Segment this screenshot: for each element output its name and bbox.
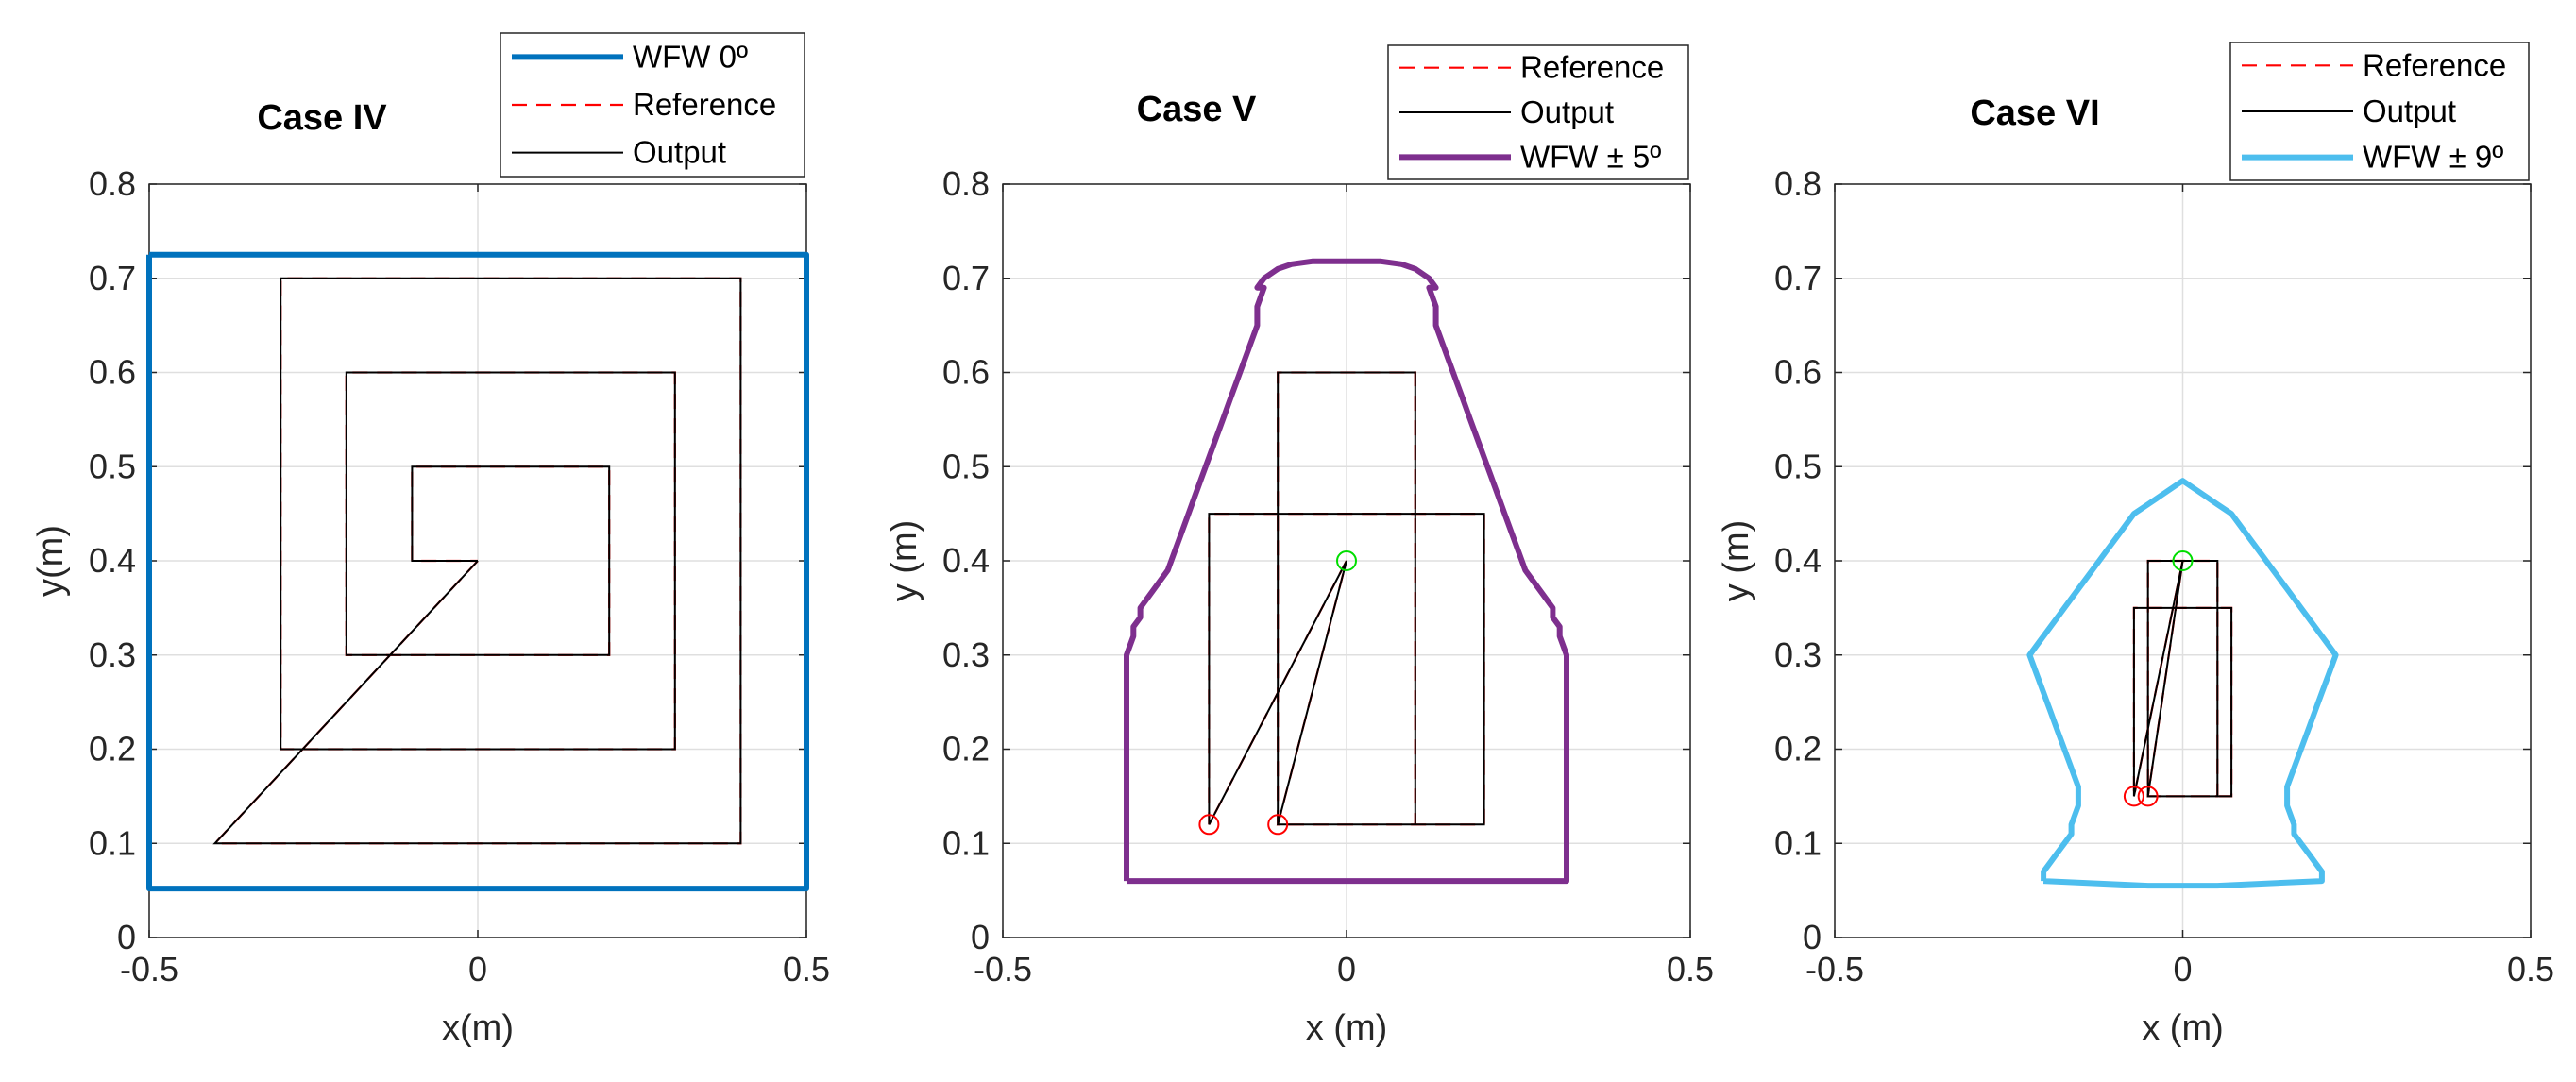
y-tick-label: 0.8: [89, 164, 136, 203]
y-tick-label: 0.6: [942, 353, 990, 392]
series-output: [2132, 560, 2233, 798]
x-axis-label: x (m): [1306, 1008, 1388, 1048]
y-tick-label: 0: [1803, 918, 1822, 956]
y-tick-label: 0.5: [942, 447, 990, 485]
y-axis-label: y (m): [885, 520, 924, 602]
series-wfw-5: [1124, 258, 1569, 885]
x-tick-label: 0: [2173, 950, 2192, 989]
x-tick-label: -0.5: [1805, 950, 1864, 989]
y-tick-label: 0.4: [1774, 541, 1822, 580]
y-tick-label: 0.4: [89, 541, 136, 580]
y-tick-label: 0.3: [89, 635, 136, 674]
y-tick-label: 0.8: [1774, 164, 1822, 203]
legend-entry: WFW ± 5º: [1520, 139, 1661, 174]
y-axis-label: y(m): [31, 525, 71, 597]
legend: Reference Output WFW ± 9º: [2229, 42, 2530, 181]
y-tick-label: 0.5: [1774, 447, 1822, 485]
y-tick-label: 0.3: [1774, 635, 1822, 674]
x-tick-label: 0.5: [2507, 950, 2554, 989]
legend-entry: Output: [1520, 94, 1614, 129]
y-tick-label: 0.7: [1774, 259, 1822, 297]
chart-panel-1: 00.10.20.30.40.50.60.70.8-0.5 0 0.5x(m)y(m…: [31, 32, 830, 1048]
series-wfw-0: [146, 251, 809, 892]
series-output: [212, 277, 742, 845]
y-tick-label: 0.3: [942, 635, 990, 674]
y-tick-label: 0: [117, 918, 136, 956]
x-axis-label: x(m): [442, 1008, 514, 1048]
y-tick-label: 0.4: [942, 541, 990, 580]
legend-entry: WFW 0º: [633, 39, 748, 74]
marker-circle: [2123, 786, 2144, 807]
chart-title: Case V: [1137, 90, 1257, 129]
marker-circle: [1336, 550, 1357, 571]
legend-entry: Reference: [633, 87, 776, 122]
y-tick-label: 0.2: [89, 730, 136, 769]
legend: Reference Output WFW ± 5º: [1387, 44, 1689, 180]
y-tick-label: 0.1: [942, 823, 990, 862]
legend: WFW 0º Reference Output: [500, 32, 805, 178]
y-tick-label: 0.6: [89, 353, 136, 392]
legend-entry: WFW ± 9º: [2363, 140, 2503, 175]
series-wfw-9: [2026, 478, 2339, 889]
legend-entry: Reference: [2363, 47, 2506, 82]
legend-entry: Output: [2363, 93, 2456, 128]
x-tick-label: -0.5: [120, 950, 178, 989]
x-tick-label: 0.5: [783, 950, 830, 989]
marker-circle: [2172, 550, 2194, 571]
y-tick-label: 0.2: [942, 730, 990, 769]
marker-circle: [1267, 814, 1289, 836]
chart-title: Case VI: [1970, 93, 2099, 133]
legend-entry: Output: [633, 135, 726, 170]
chart-panel-3: 00.10.20.30.40.50.60.70.8-0.5 0 0.5x (m)y …: [1717, 42, 2554, 1048]
y-tick-label: 0.7: [942, 259, 990, 297]
y-tick-label: 0.5: [89, 447, 136, 485]
marker-circle: [1198, 814, 1220, 836]
x-tick-label: 0: [468, 950, 487, 989]
legend-entry: Reference: [1520, 50, 1664, 85]
y-tick-label: 0.8: [942, 164, 990, 203]
y-tick-label: 0.1: [89, 823, 136, 862]
chart-panel-2: 00.10.20.30.40.50.60.70.8-0.5 0 0.5x (m)y …: [885, 44, 1714, 1048]
y-tick-label: 0.2: [1774, 730, 1822, 769]
x-tick-label: -0.5: [974, 950, 1032, 989]
x-tick-label: 0: [1337, 950, 1356, 989]
y-tick-label: 0.6: [1774, 353, 1822, 392]
x-axis-label: x (m): [2142, 1008, 2224, 1048]
x-tick-label: 0.5: [1667, 950, 1714, 989]
y-axis-label: y (m): [1717, 520, 1756, 602]
y-tick-label: 0.7: [89, 259, 136, 297]
chart-title: Case IV: [257, 98, 387, 138]
y-tick-label: 0.1: [1774, 823, 1822, 862]
y-tick-label: 0: [971, 918, 990, 956]
marker-circle: [2137, 786, 2159, 807]
series-output: [1208, 371, 1485, 826]
